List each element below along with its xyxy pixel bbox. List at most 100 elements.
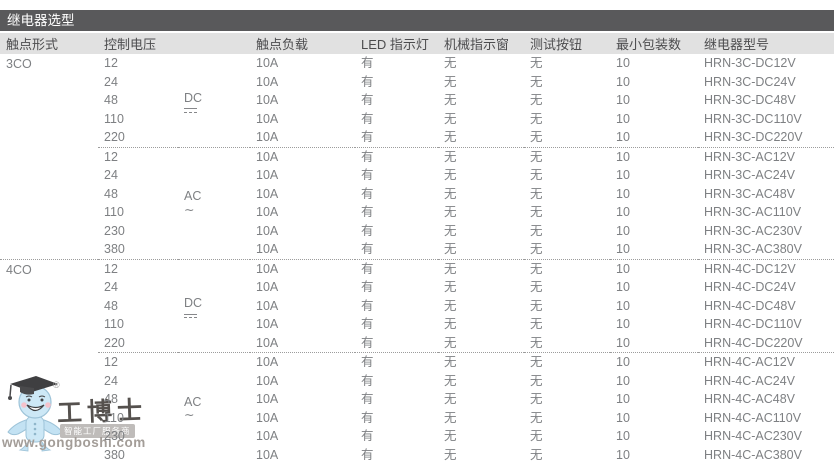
cell-voltage: 220 [104,335,125,350]
cell-led-indicator: 有 [361,298,374,313]
cell-led-indicator: 有 [355,258,439,278]
cell-contact-load: 10A [256,205,279,219]
cell-mech-indicator: 无 [444,74,457,89]
cell-mech-indicator: 无 [444,111,457,126]
table-row: 24 10A 有 无 无 10 HRN-4C-DC24V [0,278,834,297]
cell-contact-load: 10A [256,392,279,406]
col-header-mech-indicator: 机械指示窗 [438,33,525,54]
cell-mech-indicator: 无 [444,373,457,388]
cell-mech-indicator: 无 [444,242,457,256]
cell-voltage: 48 [104,93,118,107]
cell-contact-load: 10A [256,168,279,182]
cell-contact-load: 10A [256,447,279,462]
cell-led-indicator: 有 [361,168,374,182]
cell-min-pack: 10 [616,111,630,126]
cell-led-indicator: 有 [361,205,374,219]
cell-mech-indicator: 无 [444,168,457,182]
cell-led-indicator: 有 [361,447,374,462]
cell-test-button: 无 [530,280,543,294]
cell-mech-indicator: 无 [444,335,457,350]
cell-test-button: 无 [530,168,543,182]
cell-model: HRN-4C-DC220V [704,335,803,350]
cell-min-pack: 10 [616,335,630,350]
current-type-label: DC [184,91,202,109]
cell-test-button: 无 [530,242,543,256]
cell-mech-indicator: 无 [444,186,457,201]
cell-test-button: 无 [530,317,543,331]
cell-model: HRN-4C-DC12V [698,258,834,278]
cell-min-pack: 10 [616,373,630,388]
table-row: 230 10A 有 无 无 10 HRN-3C-AC230V [0,222,834,241]
cell-test-button: 无 [524,146,611,166]
cell-voltage: 110 [104,317,124,331]
cell-led-indicator: 有 [361,429,374,443]
cell-led-indicator: 有 [361,392,374,406]
cell-min-pack: 10 [616,317,630,331]
cell-voltage: 230 [104,223,125,238]
col-header-contact-load: 触点负载 [250,33,356,54]
cell-led-indicator: 有 [361,317,374,331]
cell-contact-load: 10A [256,429,279,443]
cell-contact-load: 10A [256,111,279,126]
cell-min-pack: 10 [610,352,699,372]
cell-voltage: 110 [104,205,124,219]
cell-model: HRN-3C-DC12V [704,56,796,70]
cell-model: HRN-3C-AC380V [704,242,802,256]
cell-contact-load: 10A [256,242,279,256]
cell-model: HRN-4C-AC48V [704,392,796,406]
cell-contact-load: 10A [256,373,279,388]
cell-min-pack: 10 [610,258,699,278]
cell-mech-indicator: 无 [444,298,457,313]
cell-mech-indicator: 无 [438,146,525,166]
cell-contact-load: 10A [256,56,279,70]
table-row: 48 10A 有 无 无 10 HRN-3C-DC48V [0,91,834,110]
cell-test-button: 无 [530,56,543,70]
cell-test-button: 无 [524,352,611,372]
table-row: 48 10A 有 无 无 10 HRN-4C-AC48V [0,390,834,409]
cell-min-pack: 10 [616,298,630,313]
cell-current-type: DC [178,258,251,353]
col-header-model: 继电器型号 [698,33,834,54]
cell-contact-form: 4CO [0,258,98,462]
cell-led-indicator: 有 [361,74,374,89]
cell-led-indicator: 有 [361,373,374,388]
cell-voltage: 24 [104,74,118,89]
cell-voltage: 220 [104,130,125,144]
cell-min-pack: 10 [616,93,630,107]
cell-test-button: 无 [530,130,543,144]
cell-voltage: 380 [104,242,125,256]
cell-test-button: 无 [530,74,543,89]
cell-led-indicator: 有 [361,280,374,294]
cell-min-pack: 10 [616,447,630,462]
cell-voltage: 12 [98,146,178,166]
cell-mech-indicator: 无 [444,205,457,219]
cell-contact-load: 10A [256,74,279,89]
cell-contact-load: 10A [256,186,279,201]
cell-contact-load: 10A [250,258,356,278]
table-row: 110 10A 有 无 无 10 HRN-4C-AC110V [0,409,834,428]
cell-mech-indicator: 无 [444,223,457,238]
cell-min-pack: 10 [616,242,630,256]
cell-voltage: 110 [104,111,124,126]
cell-model: HRN-3C-AC48V [704,186,796,201]
cell-model: HRN-3C-DC24V [704,74,796,89]
table-row: 4CO 12 DC 10A 有无无 10 HRN-4C-DC12V [0,258,834,462]
cell-test-button: 无 [530,392,543,406]
table-row: 12 AC ∼ 10A 有无无 10 HRN-3C-AC12V [0,146,834,259]
cell-led-indicator: 有 [361,223,374,238]
cell-led-indicator: 有 [361,335,374,350]
cell-model: HRN-4C-AC230V [704,429,802,443]
table-row: 220 10A 有 无 无 10 HRN-3C-DC220V [0,128,834,147]
cell-mech-indicator: 无 [438,352,525,372]
table-row: 110 10A 有 无 无 10 HRN-3C-AC110V [0,203,834,222]
cell-mech-indicator: 无 [444,392,457,406]
cell-model: HRN-3C-AC110V [704,205,802,219]
cell-test-button: 无 [524,258,611,278]
cell-contact-load: 10A [256,317,279,331]
current-type-text: AC [184,394,202,409]
cell-model: HRN-3C-AC230V [704,223,802,238]
cell-contact-load: 10A [256,280,279,294]
cell-min-pack: 10 [616,130,630,144]
cell-led-indicator: 有 [361,130,374,144]
cell-min-pack: 10 [616,74,630,89]
